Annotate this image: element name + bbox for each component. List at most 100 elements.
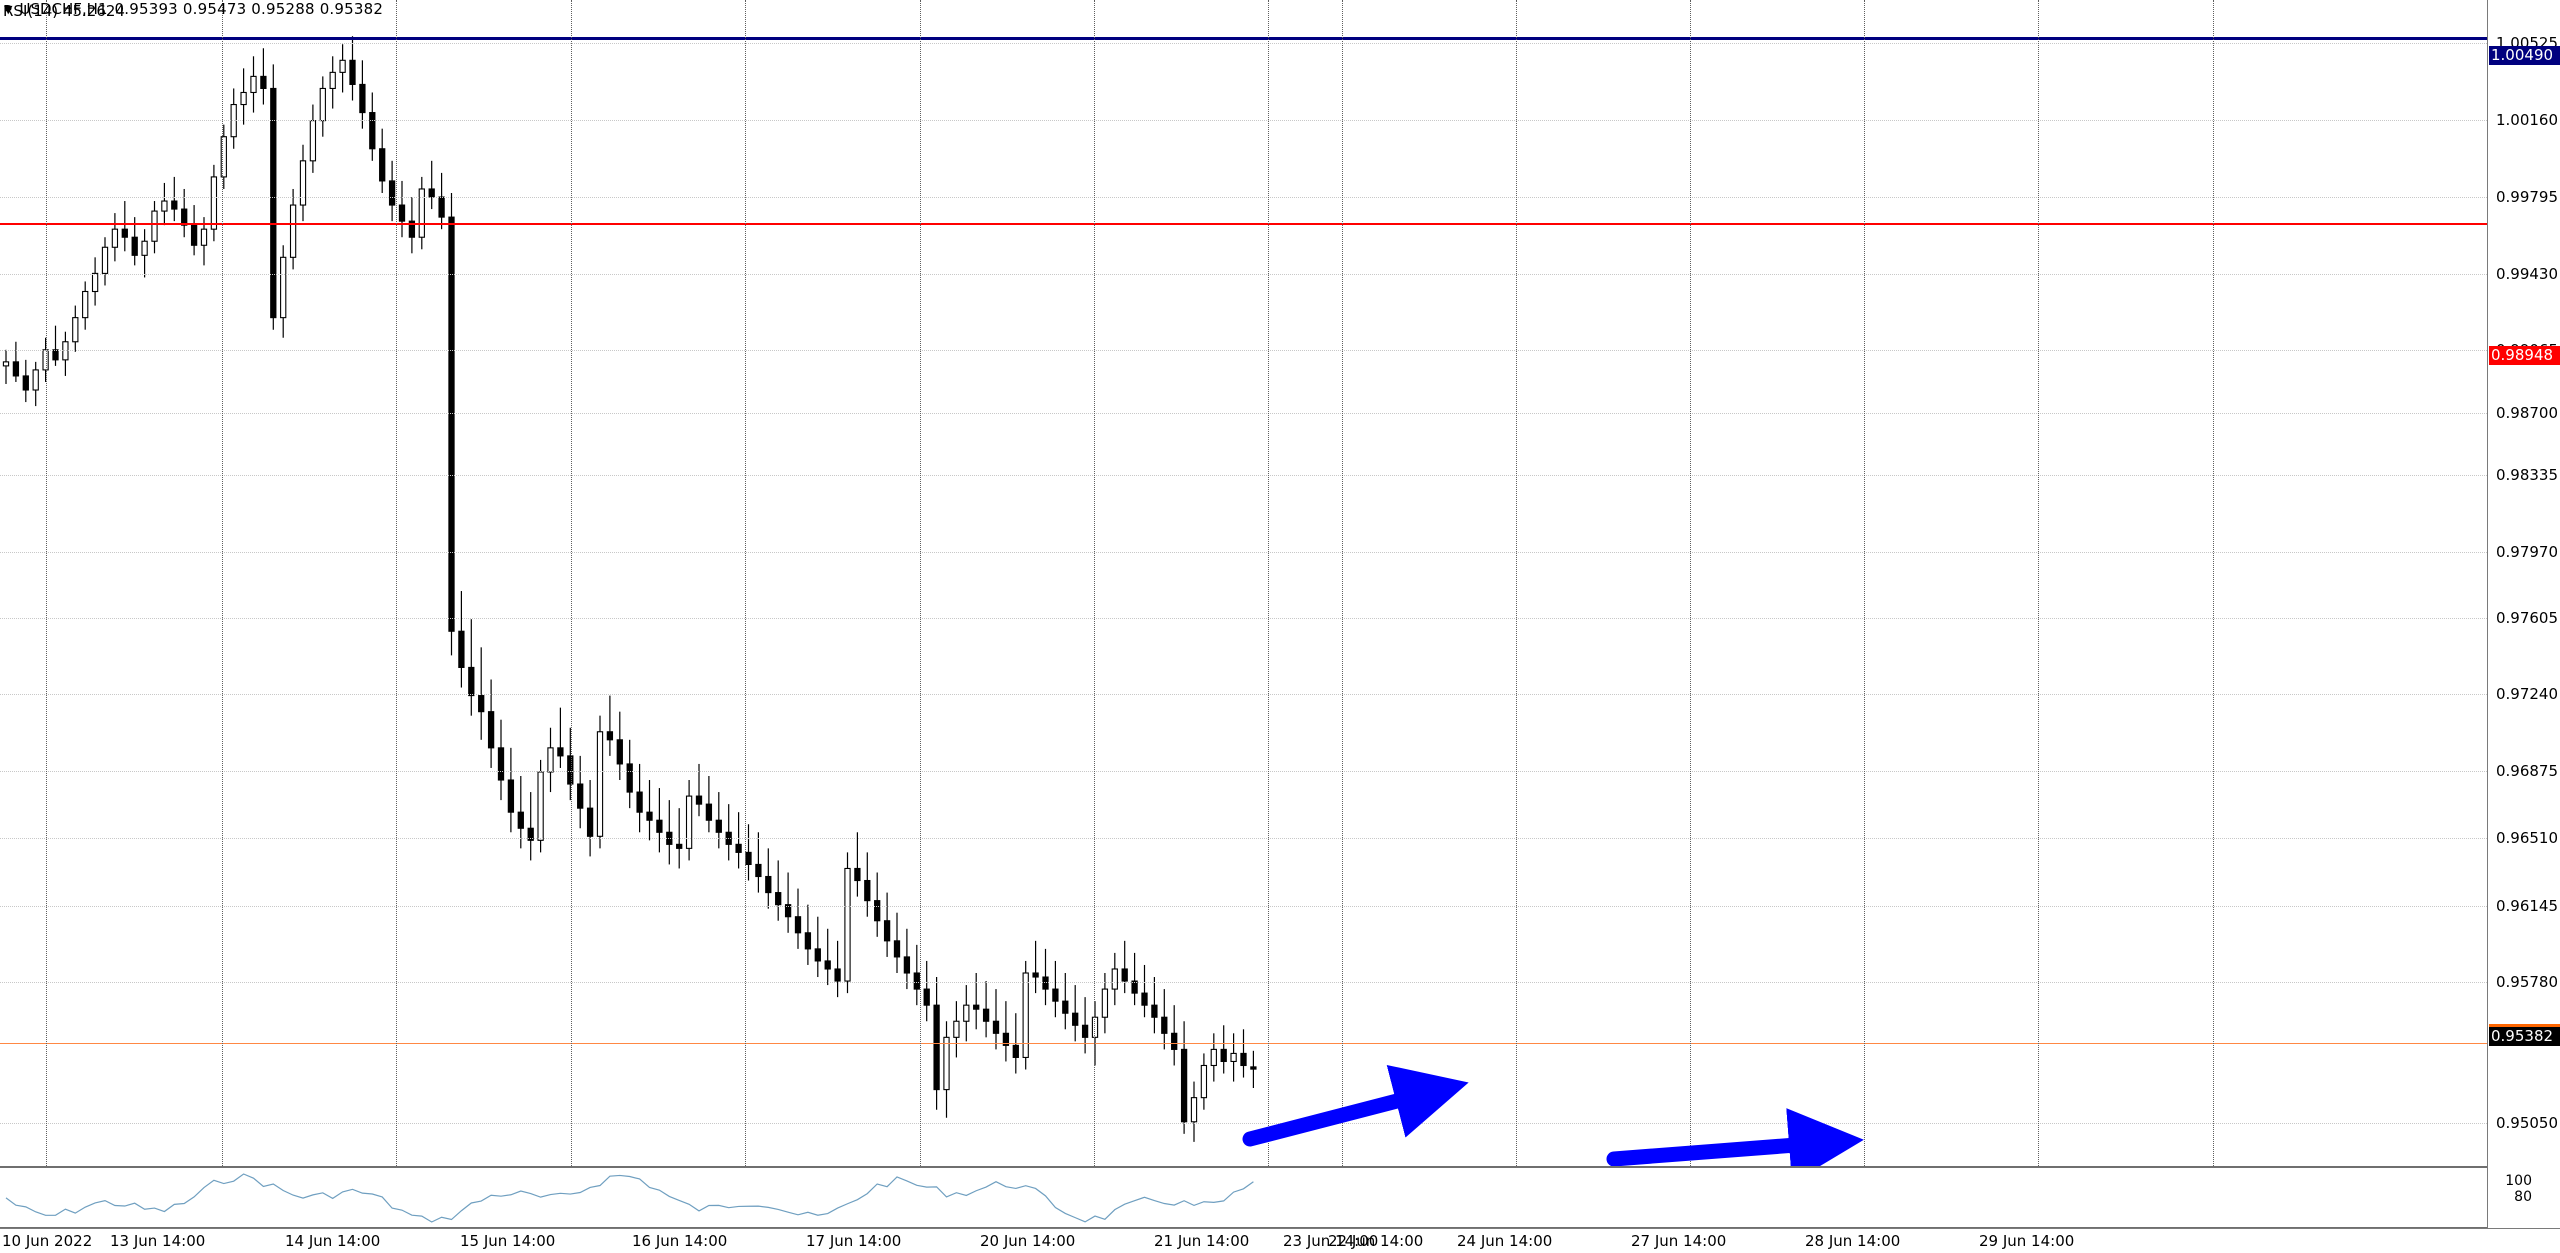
candle-bearish	[636, 791, 643, 813]
candle-bearish	[616, 739, 623, 765]
horizontal-gridline	[0, 475, 2487, 477]
current-price-line[interactable]	[0, 1043, 2487, 1044]
horizontal-gridline	[0, 552, 2487, 553]
candle-bearish	[12, 361, 20, 377]
horizontal-gridline	[0, 350, 2487, 352]
vertical-gridline	[2038, 0, 2039, 1228]
horizontal-gridline	[0, 412, 2487, 414]
rsi-indicator-label: RSI(14) 45.2624	[3, 2, 125, 20]
candle-bearish	[171, 200, 178, 210]
candle-bearish	[408, 220, 416, 238]
mid-level-line[interactable]	[0, 223, 2487, 225]
time-tick-label: 14 Jun 14:00	[285, 1232, 381, 1250]
horizontal-gridline	[0, 196, 2487, 198]
candle-bearish	[775, 892, 782, 906]
candle-bullish	[111, 228, 119, 248]
time-tick-label: 15 Jun 14:00	[460, 1232, 556, 1250]
horizontal-gridline	[0, 43, 2487, 45]
price-tag-current[interactable]: 0.95382	[2489, 1024, 2560, 1046]
candle-bearish	[765, 875, 772, 894]
candle-bearish	[527, 827, 534, 841]
candle-bearish	[784, 904, 792, 918]
time-axis[interactable]: 10 Jun 2022 13 Jun 14:00 14 Jun 14:00 15 Ju…	[0, 1228, 2560, 1253]
time-tick-label: 23 Jun 14:00	[1283, 1232, 1379, 1250]
candle-bearish	[992, 1020, 1000, 1034]
vertical-gridline	[222, 0, 223, 1228]
upper-resistance-line[interactable]	[0, 37, 2487, 40]
candle-bearish	[1220, 1048, 1227, 1063]
candle-bearish	[933, 1004, 940, 1091]
candle-bearish	[448, 216, 455, 632]
candle-bullish	[537, 771, 544, 841]
candle-bearish	[22, 375, 29, 391]
price-tag-mid-level[interactable]: 0.98948	[2489, 345, 2560, 365]
rsi-indicator-pane[interactable]	[0, 1166, 2487, 1228]
candle-bearish	[131, 236, 138, 256]
candle-bullish	[418, 188, 425, 238]
price-axis[interactable]: 1.005251.001600.997950.994300.990650.987…	[2487, 0, 2560, 1228]
candle-bullish	[1230, 1052, 1237, 1063]
time-tick-label: 29 Jun 14:00	[1979, 1232, 2075, 1250]
candle-bullish	[289, 204, 297, 258]
candle-bearish	[1171, 1032, 1178, 1050]
horizontal-gridline	[0, 1123, 2487, 1125]
horizontal-gridline	[0, 120, 2487, 121]
candle-bearish	[973, 1004, 980, 1010]
time-tick-label: 13 Jun 14:00	[110, 1232, 206, 1250]
candle-bearish	[369, 112, 376, 150]
price-tick-label: 0.96145	[2495, 896, 2558, 915]
candle-bearish	[646, 811, 653, 821]
candle-bullish	[161, 200, 168, 212]
candle-bullish	[1101, 988, 1109, 1018]
price-tick-label: 0.97605	[2495, 608, 2558, 627]
candle-bearish	[577, 783, 584, 809]
candle-bullish	[329, 71, 336, 90]
caret-down-icon[interactable]: ▼	[4, 2, 13, 16]
candle-bearish	[893, 940, 901, 958]
candle-bullish	[963, 1004, 970, 1022]
candle-bearish	[1151, 1004, 1158, 1018]
candle-bearish	[735, 843, 742, 853]
vertical-gridline	[46, 0, 47, 1228]
price-tick-label: 0.95050	[2495, 1114, 2558, 1133]
price-tick-label: 0.96510	[2495, 829, 2558, 848]
candle-bearish	[814, 948, 821, 962]
price-chart-pane[interactable]	[0, 0, 2487, 1166]
candle-bearish	[715, 819, 722, 833]
candle-bullish	[299, 160, 307, 206]
candle-bearish	[626, 763, 633, 793]
horizontal-gridline	[0, 982, 2487, 984]
symbol-header: ▼ USDCHF,H1 0.95393 0.95473 0.95288 0.95…	[0, 0, 383, 18]
candle-bullish	[596, 731, 604, 837]
candle-bearish	[497, 747, 505, 781]
candle-bearish	[834, 968, 841, 982]
horizontal-gridline	[0, 273, 2487, 275]
candle-bearish	[1062, 1000, 1069, 1014]
candle-bearish	[1032, 972, 1039, 978]
candle-bearish	[804, 932, 812, 950]
candle-bearish	[567, 755, 574, 785]
candle-bearish	[606, 731, 614, 741]
candle-bullish	[547, 747, 554, 773]
candle-bullish	[685, 795, 693, 849]
candle-bullish	[200, 228, 208, 246]
candle-bearish	[705, 803, 713, 821]
candle-bearish	[428, 188, 435, 198]
vertical-gridline	[2213, 0, 2214, 1228]
time-tick-label: 20 Jun 14:00	[980, 1232, 1076, 1250]
candle-bearish	[854, 867, 861, 882]
candle-bearish	[586, 807, 594, 837]
price-tag-upper-level[interactable]: 1.00490	[2489, 46, 2560, 66]
ohlc-values: 0.95393 0.95473 0.95288 0.95382	[114, 0, 384, 18]
vertical-gridline	[571, 0, 572, 1228]
candle-bearish	[398, 204, 406, 222]
time-tick-label: 27 Jun 14:00	[1631, 1232, 1727, 1250]
price-tick-label: 0.98700	[2495, 403, 2558, 422]
candle-bearish	[190, 224, 198, 246]
candle-bearish	[923, 988, 930, 1006]
candle-bearish	[1180, 1048, 1188, 1123]
vertical-gridline	[1516, 0, 1517, 1228]
candle-bullish	[1200, 1064, 1208, 1099]
vertical-gridline	[920, 0, 921, 1228]
